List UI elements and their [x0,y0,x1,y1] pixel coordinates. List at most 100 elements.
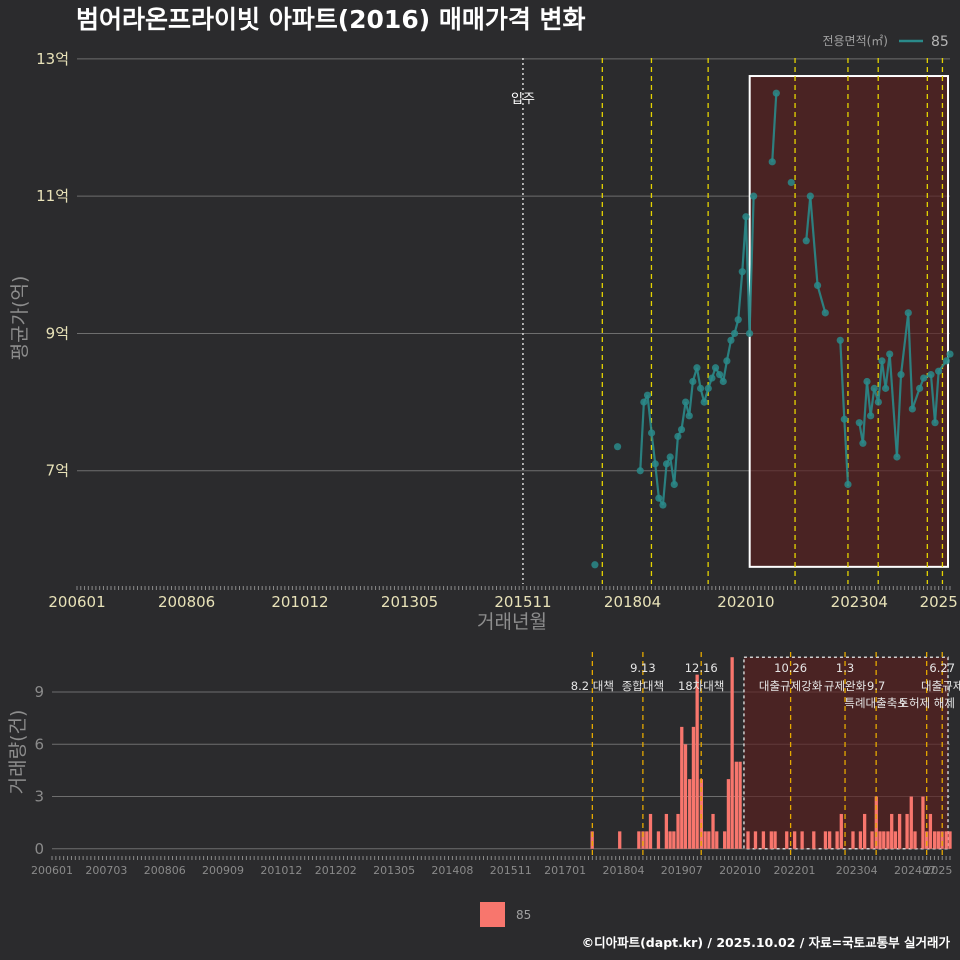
volume-highlight-box [743,656,949,850]
price-y-axis-title: 평균가(억) [9,276,31,361]
price-point [643,391,652,399]
price-point [670,480,678,489]
price-panel: 7억 9억 11억 13억 200601 200806 201012 201305 201511… [9,50,958,633]
volume-bar [746,831,750,849]
price-point [772,89,780,97]
price-point [719,377,727,386]
top-legend: 전용면적(㎡) 85 [822,34,948,50]
volume-bar [925,831,929,849]
price-point [802,237,810,245]
volume-bar [893,831,898,849]
price-line-segment [688,381,694,416]
volume-event-label: 대출규제강화 [759,679,823,693]
volume-bar [913,831,917,849]
price-point [700,398,708,406]
volume-bar [695,674,699,849]
volume-event-label: 9.13 [630,661,656,675]
price-y-tick-label: 11억 [36,187,69,205]
price-point [836,336,844,344]
price-line-segment [911,387,921,410]
price-point [723,357,731,365]
price-point [855,419,863,427]
price-line-segment [744,216,751,334]
volume-bar [851,831,855,849]
volume-x-tick-label: 201408 [431,864,473,877]
price-point [787,178,795,187]
price-point [893,453,901,461]
volume-y-tick-label: 6 [34,735,44,753]
price-line-segment [673,436,679,485]
price-point [677,425,686,434]
price-line-segment [861,381,869,444]
volume-bar [680,726,684,849]
volume-x-tick-label: 201202 [315,864,357,877]
price-point [863,377,871,386]
volume-bar [905,813,909,849]
volume-bar [878,831,882,849]
volume-y-axis-title: 거래량(건) [7,710,29,795]
price-x-axis-title: 거래년월 [477,611,547,633]
volume-x-tick-label: 200703 [85,864,127,877]
volume-event-label: 8.2 대책 [571,679,614,693]
price-line-segment [661,463,668,506]
volume-bar [715,831,719,849]
volume-bar [948,831,952,849]
volume-bar [683,744,688,849]
volume-bar [730,657,734,849]
price-point [931,419,939,427]
price-point [768,158,776,166]
price-point [655,494,663,502]
price-point [640,398,648,406]
volume-bar [874,796,878,849]
volume-y-tick-label: 3 [34,788,44,806]
price-x-tick-label: 202010 [717,593,774,611]
volume-x-tick-label: 200806 [144,864,186,877]
volume-bar [688,779,692,849]
volume-event-label: 1.3 [836,661,854,675]
price-x-tick-label: 200806 [158,593,215,611]
volume-bar [862,813,867,849]
volume-bar [726,779,731,849]
price-x-tick-label: 201305 [381,593,438,611]
price-point [874,398,882,406]
price-line-segment [888,353,899,458]
price-point [920,374,928,382]
volume-x-tick-label: 200909 [202,864,244,877]
price-point [636,467,644,475]
volume-bar [773,831,777,849]
price-point [716,371,724,379]
volume-event-label: 6.27 [929,661,955,675]
volume-bar [823,831,828,849]
price-point [693,364,701,372]
price-point [813,281,822,289]
volume-bar [793,831,797,849]
price-point [946,350,954,358]
price-line-segment [639,402,645,471]
volume-x-tick-label: 202201 [774,864,816,877]
volume-event-label: 토허제 해제 [898,696,955,710]
price-point [882,384,890,392]
price-line-segment [805,196,812,241]
volume-bar [812,831,816,849]
price-point [840,415,848,423]
price-point [742,213,750,221]
price-line-segment [877,360,884,403]
volume-bar [707,831,711,849]
volume-x-tick-label: 201511 [490,864,532,877]
volume-event-label: 9.7 [867,679,885,693]
price-line-segment [646,395,653,434]
price-point [942,357,950,365]
volume-bar [928,813,933,849]
price-line-segment [650,432,657,464]
volume-x-tick-label: 201907 [661,864,703,877]
volume-bar [648,813,653,849]
price-line-segment [929,374,937,423]
price-point [738,268,746,276]
volume-x-tick-label: 201012 [260,864,302,877]
volume-bar [835,831,839,849]
price-point [859,439,867,447]
price-point [685,412,693,420]
chart-title: 범어라온프라이빗 아파트(2016) 매매가격 변화 [76,5,586,34]
price-point [750,192,758,200]
volume-bar [699,779,704,849]
